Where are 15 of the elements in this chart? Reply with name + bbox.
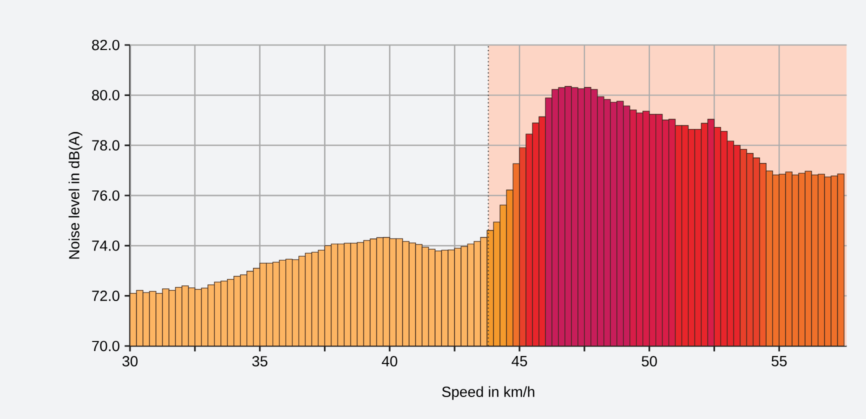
x-tick-label: 45 [512, 356, 528, 366]
x-tick-label: 55 [772, 356, 787, 366]
x-axis-title: Speed in km/h [442, 386, 534, 400]
x-tick-label: 40 [382, 356, 398, 366]
y-axis-title: Noise level in dB(A) [68, 132, 82, 259]
x-tick-label: 50 [642, 356, 657, 366]
y-tick-label: 78.0 [92, 140, 120, 151]
y-tick-label: 72.0 [92, 290, 120, 302]
y-tick-label: 74.0 [92, 240, 120, 251]
y-tick-label: 70.0 [92, 340, 120, 352]
y-tick-label: 82.0 [92, 40, 120, 50]
y-tick-label: 80.0 [92, 90, 120, 100]
x-tick-label: 30 [122, 356, 138, 366]
x-tick-label: 35 [252, 356, 268, 366]
y-tick-label: 76.0 [92, 190, 120, 201]
